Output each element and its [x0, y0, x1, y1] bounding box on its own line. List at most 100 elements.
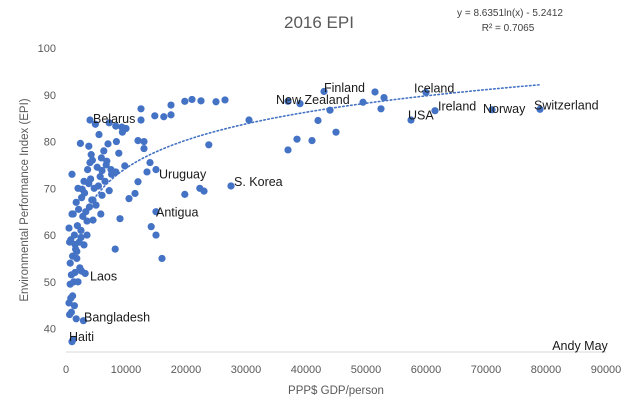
data-point	[75, 205, 83, 213]
country-label: Finland	[324, 81, 365, 95]
y-tick-label: 90	[44, 90, 56, 102]
country-label: S. Korea	[234, 175, 283, 189]
data-point	[77, 233, 85, 242]
x-tick-label: 50000	[351, 364, 382, 376]
data-point	[200, 187, 208, 195]
data-point	[107, 166, 115, 174]
country-label: New Zealand	[276, 93, 350, 107]
data-point	[152, 208, 160, 216]
data-point	[116, 215, 124, 223]
data-point	[73, 222, 81, 230]
data-point	[100, 147, 108, 155]
y-tick-label: 80	[44, 137, 56, 149]
data-point	[431, 107, 439, 115]
data-point	[98, 191, 106, 199]
data-point	[111, 245, 119, 253]
data-point	[115, 149, 123, 157]
data-point	[89, 196, 97, 204]
data-point	[73, 254, 81, 263]
data-point	[134, 178, 142, 186]
data-point	[152, 231, 160, 239]
x-tick-label: 30000	[231, 364, 262, 376]
y-axis-ticks: 40 50 60 70 80 90 100	[38, 43, 56, 336]
data-point	[326, 106, 334, 114]
data-point	[197, 97, 205, 105]
data-point	[146, 158, 154, 167]
data-point	[221, 96, 229, 104]
trendline-equation: y = 8.6351ln(x) - 5.2412	[457, 8, 563, 19]
x-tick-label: 70000	[471, 364, 502, 376]
data-point	[67, 308, 75, 316]
x-tick-label: 40000	[291, 364, 322, 376]
x-tick-label: 20000	[171, 364, 202, 376]
data-point	[70, 302, 78, 310]
data-point	[151, 112, 159, 120]
data-point	[422, 88, 430, 97]
data-point	[380, 93, 388, 102]
data-point	[121, 162, 129, 170]
chart-title: 2016 EPI	[284, 13, 354, 32]
data-point	[97, 210, 105, 218]
data-point	[134, 137, 142, 145]
data-point	[72, 315, 80, 323]
data-point	[188, 95, 196, 104]
country-label: Laos	[90, 269, 117, 283]
data-point	[536, 105, 544, 113]
data-point	[137, 105, 145, 113]
data-point	[167, 101, 175, 109]
data-point	[87, 175, 95, 183]
data-point	[112, 122, 120, 130]
data-point	[86, 116, 94, 124]
data-point	[371, 88, 379, 96]
data-point	[332, 128, 340, 136]
data-point	[69, 292, 77, 300]
data-point	[84, 166, 92, 174]
data-point	[377, 105, 385, 113]
data-point	[80, 177, 88, 185]
data-point	[284, 97, 292, 105]
data-point	[66, 259, 74, 267]
country-label: Iceland	[414, 81, 454, 95]
data-point	[103, 157, 111, 165]
country-label: USA	[408, 109, 434, 123]
data-point	[143, 168, 151, 176]
data-point	[181, 190, 189, 198]
country-label: Bangladesh	[84, 311, 150, 325]
country-label: Norway	[483, 102, 526, 116]
data-point	[105, 187, 113, 195]
data-point	[152, 166, 160, 174]
data-point	[314, 116, 322, 125]
y-tick-label: 40	[44, 324, 56, 336]
data-point	[140, 144, 148, 153]
data-point	[293, 135, 301, 143]
data-point	[245, 116, 253, 124]
country-label: Uruguay	[159, 167, 207, 181]
data-point	[96, 173, 104, 181]
data-point	[98, 166, 106, 175]
data-point	[131, 189, 139, 198]
data-point	[87, 151, 95, 159]
data-point	[140, 137, 148, 146]
data-point	[407, 116, 415, 124]
data-point	[320, 87, 328, 96]
data-point	[68, 210, 76, 218]
data-point	[83, 217, 91, 225]
data-point	[122, 124, 130, 133]
data-point	[94, 182, 102, 190]
country-label: Antigua	[156, 205, 198, 219]
data-point	[74, 278, 82, 286]
data-point	[86, 158, 94, 167]
x-tick-label: 80000	[531, 364, 562, 376]
data-point	[81, 269, 89, 278]
y-axis-title: Environmental Performance Index (EPI)	[19, 98, 31, 301]
data-point	[296, 100, 304, 108]
y-tick-label: 70	[44, 183, 56, 195]
x-tick-label: 10000	[111, 364, 142, 376]
country-label: Switzerland	[534, 98, 599, 112]
data-point	[112, 137, 120, 146]
data-point	[65, 224, 73, 232]
country-annotations: Finland Iceland New Zealand Ireland Belarus N…	[69, 81, 599, 344]
data-points	[65, 87, 544, 346]
